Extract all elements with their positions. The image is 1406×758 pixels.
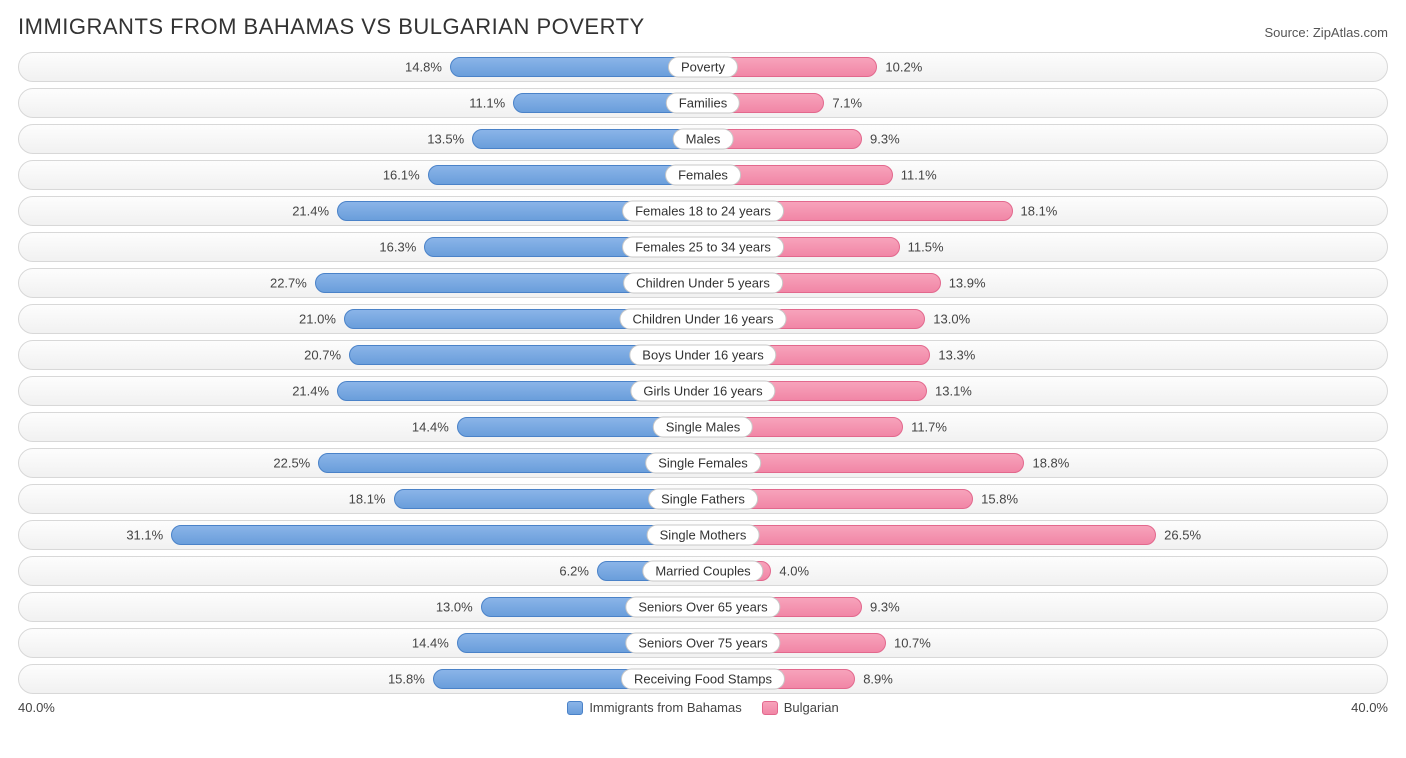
value-right: 15.8%	[981, 492, 1018, 507]
bar-left	[171, 525, 703, 545]
value-right: 11.1%	[901, 168, 937, 183]
category-label: Poverty	[668, 57, 738, 78]
axis-max-left: 40.0%	[18, 700, 55, 715]
value-left: 6.2%	[559, 564, 589, 579]
chart-row: 11.1% 7.1% Families	[18, 88, 1388, 118]
category-label: Receiving Food Stamps	[621, 669, 785, 690]
chart-row: 14.4% 10.7% Seniors Over 75 years	[18, 628, 1388, 658]
value-left: 14.4%	[412, 420, 449, 435]
value-right: 10.7%	[894, 636, 931, 651]
category-label: Males	[673, 129, 734, 150]
category-label: Seniors Over 65 years	[625, 597, 780, 618]
chart-row: 13.5% 9.3% Males	[18, 124, 1388, 154]
chart-row: 21.0% 13.0% Children Under 16 years	[18, 304, 1388, 334]
chart-row: 20.7% 13.3% Boys Under 16 years	[18, 340, 1388, 370]
chart-row: 21.4% 13.1% Girls Under 16 years	[18, 376, 1388, 406]
value-left: 20.7%	[304, 348, 341, 363]
category-label: Boys Under 16 years	[629, 345, 776, 366]
category-label: Children Under 5 years	[623, 273, 783, 294]
chart-row: 14.8% 10.2% Poverty	[18, 52, 1388, 82]
category-label: Children Under 16 years	[620, 309, 787, 330]
value-right: 13.3%	[938, 348, 975, 363]
value-right: 9.3%	[870, 132, 900, 147]
chart-source: Source: ZipAtlas.com	[1264, 25, 1388, 40]
value-right: 18.1%	[1021, 204, 1058, 219]
chart-row: 14.4% 11.7% Single Males	[18, 412, 1388, 442]
value-left: 21.0%	[299, 312, 336, 327]
value-right: 9.3%	[870, 600, 900, 615]
category-label: Families	[666, 93, 740, 114]
value-left: 21.4%	[292, 384, 329, 399]
bar-left	[472, 129, 703, 149]
category-label: Single Females	[645, 453, 761, 474]
chart-header: IMMIGRANTS FROM BAHAMAS VS BULGARIAN POV…	[18, 14, 1388, 40]
bar-left	[428, 165, 703, 185]
category-label: Females 18 to 24 years	[622, 201, 784, 222]
diverging-bar-chart: 14.8% 10.2% Poverty 11.1% 7.1% Families 13.5% 9…	[18, 52, 1388, 694]
value-left: 31.1%	[126, 528, 163, 543]
axis-legend-row: 40.0% Immigrants from Bahamas Bulgarian …	[18, 700, 1388, 715]
value-right: 7.1%	[832, 96, 862, 111]
value-left: 18.1%	[349, 492, 386, 507]
value-right: 10.2%	[885, 60, 922, 75]
value-right: 13.1%	[935, 384, 972, 399]
value-left: 15.8%	[388, 672, 425, 687]
legend-item-left: Immigrants from Bahamas	[567, 700, 741, 715]
value-left: 16.3%	[379, 240, 416, 255]
legend-item-right: Bulgarian	[762, 700, 839, 715]
value-left: 13.5%	[427, 132, 464, 147]
chart-row: 18.1% 15.8% Single Fathers	[18, 484, 1388, 514]
category-label: Girls Under 16 years	[630, 381, 775, 402]
bar-left	[450, 57, 703, 77]
category-label: Single Fathers	[648, 489, 758, 510]
value-left: 16.1%	[383, 168, 420, 183]
value-left: 11.1%	[469, 96, 505, 111]
category-label: Single Males	[653, 417, 753, 438]
chart-row: 31.1% 26.5% Single Mothers	[18, 520, 1388, 550]
legend: Immigrants from Bahamas Bulgarian	[567, 700, 838, 715]
value-right: 8.9%	[863, 672, 893, 687]
value-left: 21.4%	[292, 204, 329, 219]
legend-label-left: Immigrants from Bahamas	[589, 700, 741, 715]
value-left: 22.7%	[270, 276, 307, 291]
chart-row: 22.5% 18.8% Single Females	[18, 448, 1388, 478]
category-label: Single Mothers	[647, 525, 760, 546]
value-left: 14.4%	[412, 636, 449, 651]
value-right: 4.0%	[779, 564, 809, 579]
chart-row: 6.2% 4.0% Married Couples	[18, 556, 1388, 586]
value-right: 13.0%	[933, 312, 970, 327]
axis-max-right: 40.0%	[1351, 700, 1388, 715]
category-label: Females	[665, 165, 741, 186]
category-label: Females 25 to 34 years	[622, 237, 784, 258]
chart-row: 16.1% 11.1% Females	[18, 160, 1388, 190]
bar-right	[703, 525, 1156, 545]
chart-row: 15.8% 8.9% Receiving Food Stamps	[18, 664, 1388, 694]
chart-row: 21.4% 18.1% Females 18 to 24 years	[18, 196, 1388, 226]
value-right: 18.8%	[1032, 456, 1069, 471]
chart-row: 16.3% 11.5% Females 25 to 34 years	[18, 232, 1388, 262]
legend-swatch-right	[762, 701, 778, 715]
chart-row: 22.7% 13.9% Children Under 5 years	[18, 268, 1388, 298]
value-left: 13.0%	[436, 600, 473, 615]
category-label: Married Couples	[642, 561, 763, 582]
value-right: 13.9%	[949, 276, 986, 291]
value-right: 11.5%	[908, 240, 944, 255]
legend-swatch-left	[567, 701, 583, 715]
value-left: 14.8%	[405, 60, 442, 75]
value-right: 11.7%	[911, 420, 947, 435]
chart-title: IMMIGRANTS FROM BAHAMAS VS BULGARIAN POV…	[18, 14, 645, 40]
chart-row: 13.0% 9.3% Seniors Over 65 years	[18, 592, 1388, 622]
value-left: 22.5%	[273, 456, 310, 471]
value-right: 26.5%	[1164, 528, 1201, 543]
category-label: Seniors Over 75 years	[625, 633, 780, 654]
legend-label-right: Bulgarian	[784, 700, 839, 715]
